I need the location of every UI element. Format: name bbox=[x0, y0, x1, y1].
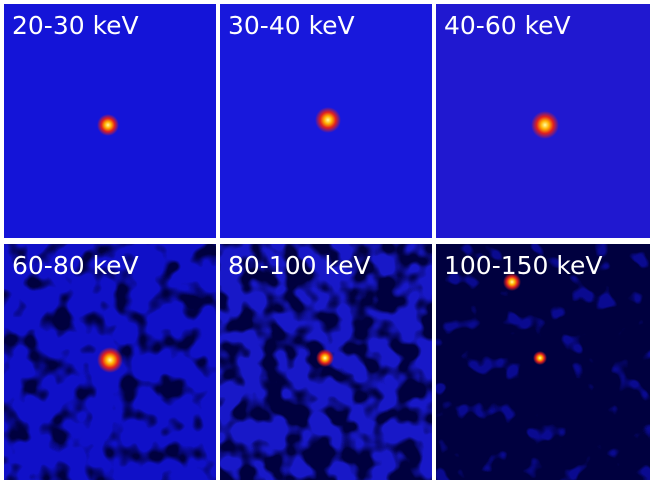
panel-label: 100-150 keV bbox=[444, 251, 602, 280]
source-blob bbox=[531, 111, 559, 139]
image-panel: 100-150 keV bbox=[436, 244, 650, 480]
image-panel: 40-60 keV bbox=[436, 4, 650, 238]
panel-label: 40-60 keV bbox=[444, 11, 571, 40]
image-panel: 20-30 keV bbox=[4, 4, 216, 238]
image-panel: 30-40 keV bbox=[220, 4, 432, 238]
panel-label: 80-100 keV bbox=[228, 251, 371, 280]
source-blob bbox=[503, 273, 521, 291]
source-blob bbox=[97, 347, 123, 373]
image-panel: 60-80 keV bbox=[4, 244, 216, 480]
source-blob bbox=[315, 107, 341, 133]
source-blob bbox=[97, 114, 119, 136]
panel-label: 60-80 keV bbox=[12, 251, 139, 280]
panel-label: 20-30 keV bbox=[12, 11, 139, 40]
panel-label: 30-40 keV bbox=[228, 11, 355, 40]
source-blob bbox=[316, 349, 334, 367]
source-blob bbox=[533, 351, 547, 365]
image-panel: 80-100 keV bbox=[220, 244, 432, 480]
